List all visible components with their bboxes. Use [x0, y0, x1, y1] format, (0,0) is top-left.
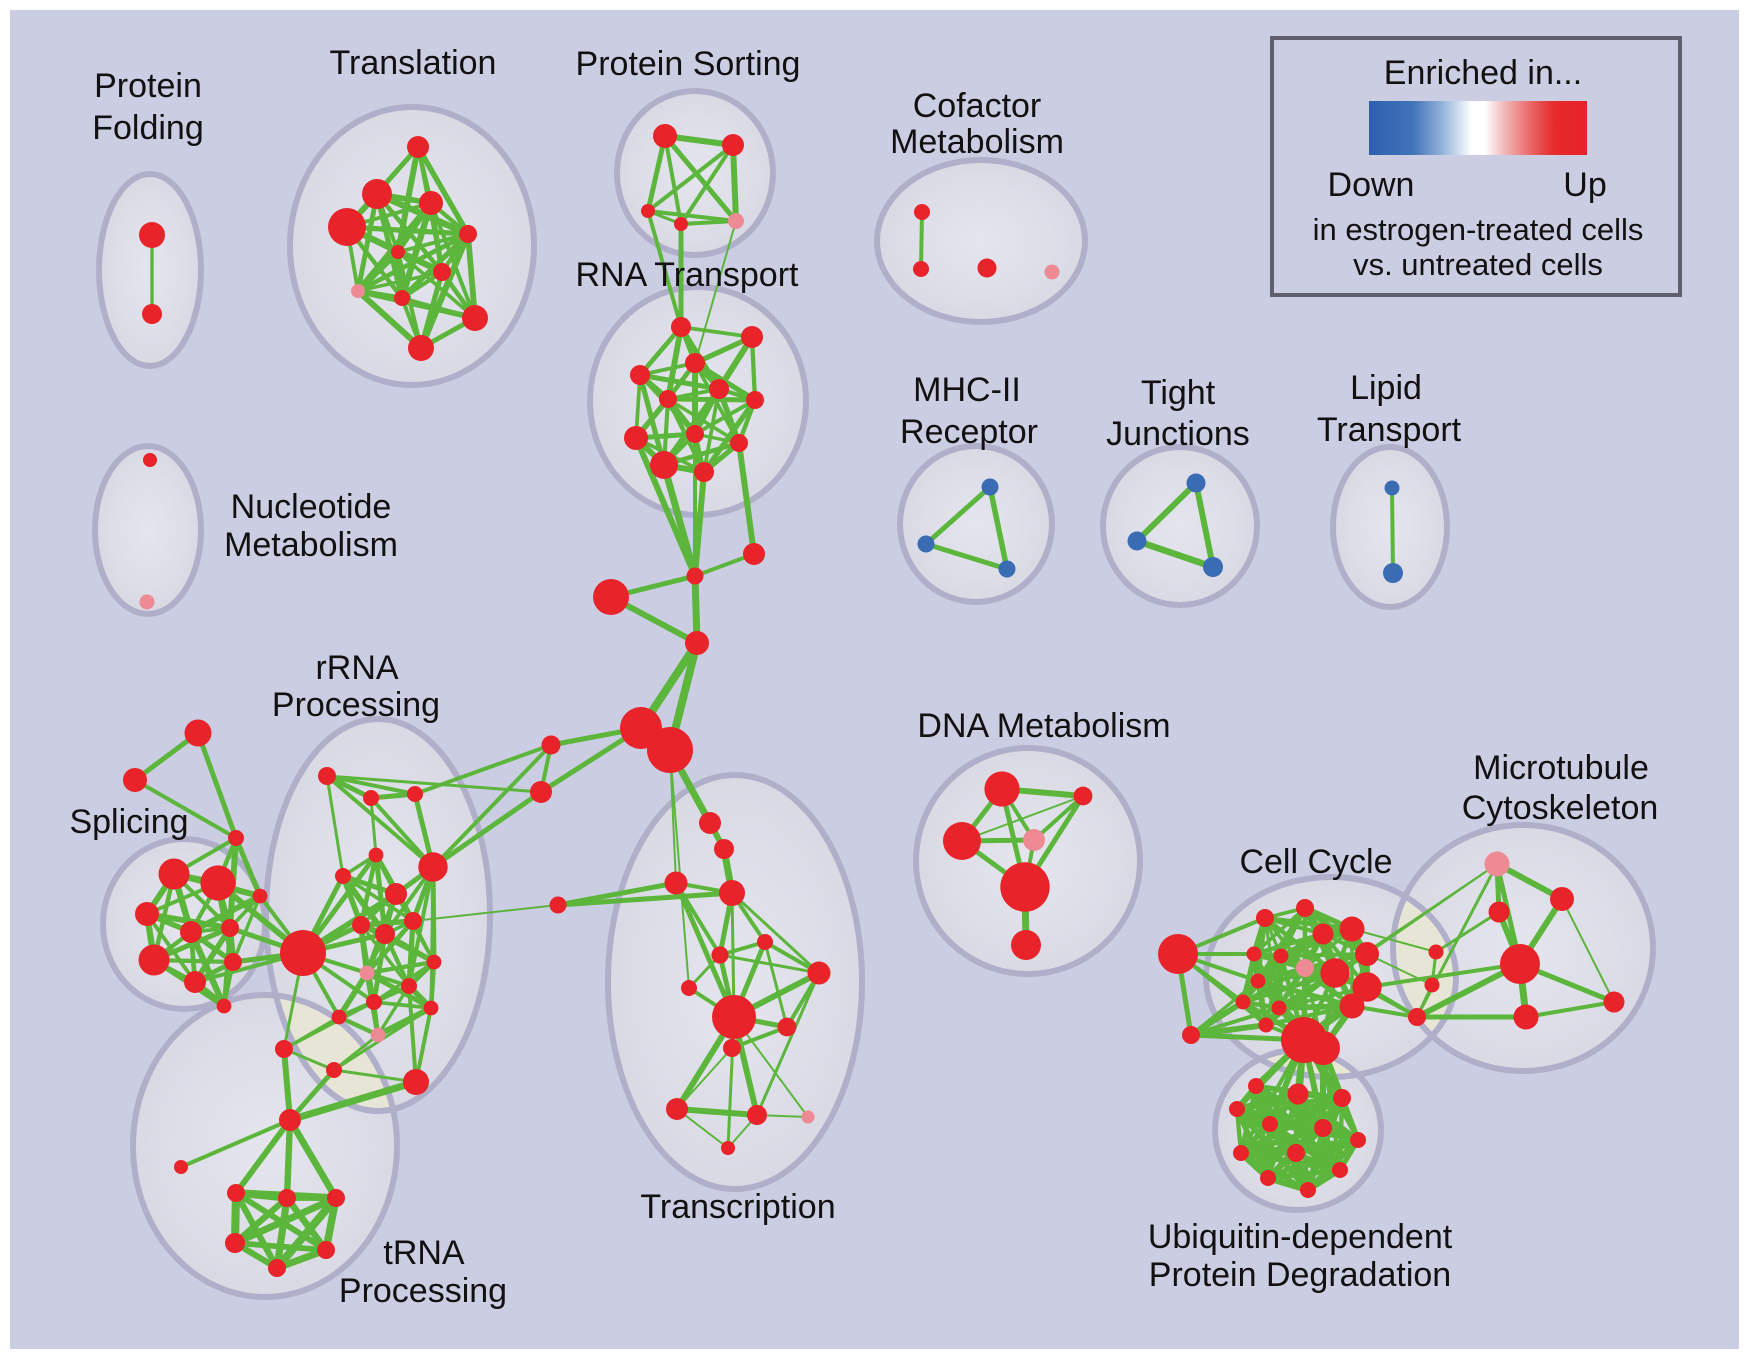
- svg-text:Processing: Processing: [272, 686, 440, 724]
- svg-text:Transport: Transport: [1317, 411, 1462, 449]
- svg-text:MHC-II: MHC-II: [913, 371, 1021, 409]
- svg-text:Cell Cycle: Cell Cycle: [1239, 843, 1392, 881]
- svg-text:Protein Sorting: Protein Sorting: [576, 45, 801, 83]
- svg-text:vs. untreated cells: vs. untreated cells: [1353, 247, 1603, 282]
- svg-text:Nucleotide: Nucleotide: [231, 488, 392, 526]
- svg-text:tRNA: tRNA: [383, 1234, 465, 1272]
- svg-text:Receptor: Receptor: [900, 413, 1038, 451]
- svg-text:DNA Metabolism: DNA Metabolism: [917, 707, 1170, 745]
- svg-text:Up: Up: [1563, 166, 1606, 204]
- svg-text:Protein: Protein: [94, 67, 202, 105]
- svg-text:Cofactor: Cofactor: [913, 87, 1042, 125]
- svg-text:Processing: Processing: [339, 1272, 507, 1310]
- svg-text:RNA Transport: RNA Transport: [576, 256, 800, 294]
- svg-text:Metabolism: Metabolism: [890, 123, 1064, 161]
- svg-text:Protein Degradation: Protein Degradation: [1149, 1256, 1451, 1294]
- svg-text:Junctions: Junctions: [1106, 415, 1250, 453]
- svg-text:Metabolism: Metabolism: [224, 526, 398, 564]
- svg-text:Microtubule: Microtubule: [1473, 749, 1649, 787]
- svg-text:Enriched in...: Enriched in...: [1384, 54, 1582, 92]
- svg-text:Transcription: Transcription: [640, 1188, 835, 1226]
- svg-text:Tight: Tight: [1141, 374, 1216, 412]
- svg-text:Translation: Translation: [330, 44, 497, 82]
- svg-text:Down: Down: [1328, 166, 1415, 204]
- svg-text:rRNA: rRNA: [315, 649, 398, 687]
- svg-text:Lipid: Lipid: [1350, 369, 1422, 407]
- svg-text:Cytoskeleton: Cytoskeleton: [1462, 789, 1659, 827]
- svg-text:Splicing: Splicing: [69, 803, 188, 841]
- svg-text:in estrogen-treated cells: in estrogen-treated cells: [1313, 212, 1644, 247]
- svg-text:Folding: Folding: [92, 109, 204, 147]
- svg-text:Ubiquitin-dependent: Ubiquitin-dependent: [1148, 1218, 1453, 1256]
